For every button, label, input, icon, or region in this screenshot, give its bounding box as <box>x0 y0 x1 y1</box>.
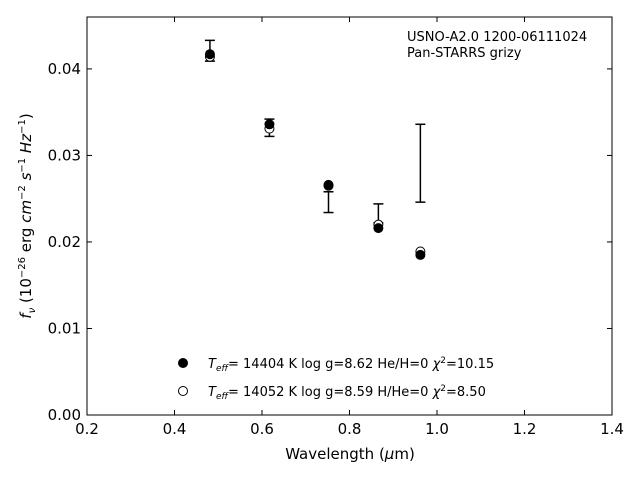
y-tick-label: 0.04 <box>48 60 81 78</box>
legend: Teff= 14404 K log g=8.62 He/H=0 χ2=10.15… <box>178 356 494 402</box>
model-point-filled <box>373 223 384 234</box>
y-axis-label: fν (10−26 erg cm−2 s−1 Hz−1) <box>17 113 38 318</box>
x-tick-label: 1.2 <box>513 420 537 438</box>
legend-marker-filled <box>178 358 188 368</box>
x-tick-label: 0.6 <box>250 420 274 438</box>
errorbar <box>323 191 334 214</box>
survey-annotation: Pan-STARRS grizy <box>407 46 522 61</box>
legend-entry-1: Teff= 14404 K log g=8.62 He/H=0 χ2=10.15 <box>208 356 494 374</box>
model-point-filled <box>264 119 275 130</box>
model-point-filled <box>415 249 426 260</box>
x-axis-ticks: 0.2 0.4 0.6 0.8 1.0 1.2 1.4 <box>75 17 624 438</box>
x-tick-label: 0.4 <box>163 420 187 438</box>
x-tick-label: 0.2 <box>75 420 99 438</box>
y-axis-ticks: 0.00 0.01 0.02 0.03 0.04 <box>48 60 612 424</box>
x-axis-label: Wavelength (μm) <box>285 445 415 463</box>
errorbar <box>415 123 426 203</box>
y-tick-label: 0.02 <box>48 233 81 251</box>
observed-errorbars <box>204 39 426 224</box>
legend-entry-2: Teff= 14052 K log g=8.59 H/He=0 χ2=8.50 <box>208 384 486 402</box>
y-tick-label: 0.03 <box>48 146 81 164</box>
x-tick-label: 1.0 <box>425 420 449 438</box>
model-points <box>204 49 426 260</box>
x-tick-label: 0.8 <box>338 420 362 438</box>
x-tick-label: 1.4 <box>600 420 624 438</box>
y-tick-label: 0.00 <box>48 406 81 424</box>
plot-frame <box>86 16 613 416</box>
model-point-filled <box>323 179 334 190</box>
y-tick-label: 0.01 <box>48 319 81 337</box>
plot-border <box>86 16 613 416</box>
legend-marker-open <box>178 386 188 396</box>
svg-text:fν (10−26 erg cm−2 s−1 Hz−1): fν (10−26 erg cm−2 s−1 Hz−1) <box>17 113 38 318</box>
star-name-annotation: USNO-A2.0 1200-06111024 <box>407 30 587 45</box>
model-point-filled <box>204 49 215 60</box>
